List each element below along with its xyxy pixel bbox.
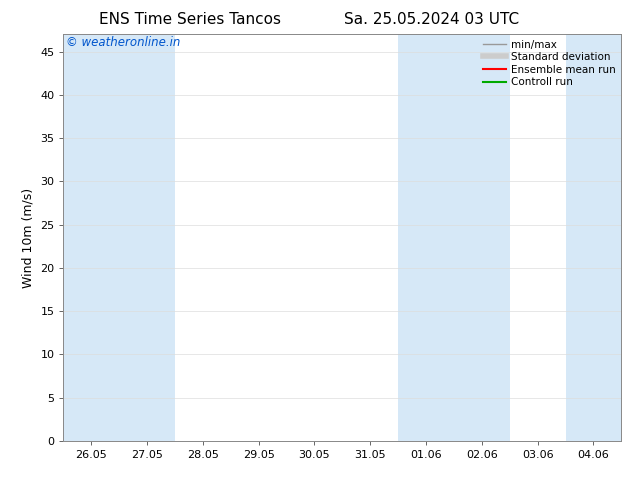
Text: © weatheronline.in: © weatheronline.in — [66, 36, 181, 49]
Bar — [63, 34, 119, 441]
Bar — [398, 34, 454, 441]
Text: Sa. 25.05.2024 03 UTC: Sa. 25.05.2024 03 UTC — [344, 12, 519, 27]
Text: ENS Time Series Tancos: ENS Time Series Tancos — [99, 12, 281, 27]
Bar — [454, 34, 510, 441]
Legend: min/max, Standard deviation, Ensemble mean run, Controll run: min/max, Standard deviation, Ensemble me… — [481, 37, 618, 89]
Bar — [566, 34, 621, 441]
Y-axis label: Wind 10m (m/s): Wind 10m (m/s) — [22, 188, 35, 288]
Bar — [119, 34, 175, 441]
